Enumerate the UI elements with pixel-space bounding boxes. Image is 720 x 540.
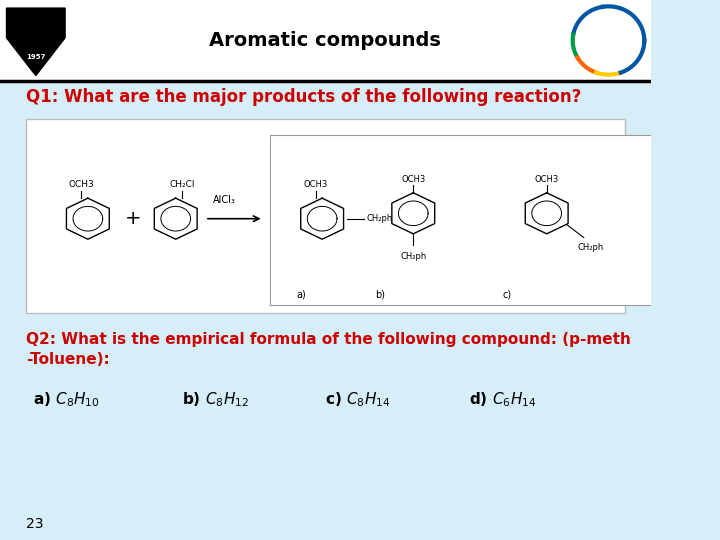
- Text: c) $C_8H_{14}$: c) $C_8H_{14}$: [325, 390, 391, 409]
- Text: d) $C_6H_{14}$: d) $C_6H_{14}$: [469, 390, 536, 409]
- Text: OCH3: OCH3: [534, 174, 559, 184]
- Polygon shape: [6, 8, 65, 76]
- Text: +: +: [125, 209, 142, 228]
- Text: AlCl₃: AlCl₃: [213, 195, 236, 205]
- Text: OCH3: OCH3: [401, 174, 426, 184]
- Text: c): c): [503, 289, 511, 299]
- Text: Q2: What is the empirical formula of the following compound: (p-meth
-Toluene):: Q2: What is the empirical formula of the…: [26, 332, 631, 367]
- Text: b) $C_8H_{12}$: b) $C_8H_{12}$: [182, 390, 249, 409]
- Text: b): b): [376, 289, 385, 299]
- Text: OCH3: OCH3: [304, 180, 328, 189]
- Text: 23: 23: [26, 517, 43, 531]
- FancyBboxPatch shape: [26, 119, 625, 313]
- FancyBboxPatch shape: [270, 135, 654, 305]
- Text: CH₂ph: CH₂ph: [578, 243, 604, 252]
- Text: OCH3: OCH3: [68, 180, 94, 189]
- Text: Q1: What are the major products of the following reaction?: Q1: What are the major products of the f…: [26, 88, 582, 106]
- Text: a) $C_8H_{10}$: a) $C_8H_{10}$: [32, 390, 99, 409]
- Text: 1957: 1957: [26, 53, 45, 60]
- Text: a): a): [296, 289, 306, 299]
- Text: CH₂ph: CH₂ph: [400, 252, 426, 261]
- FancyBboxPatch shape: [0, 0, 651, 81]
- Text: CH₂Cl: CH₂Cl: [169, 180, 195, 189]
- Text: Aromatic compounds: Aromatic compounds: [210, 31, 441, 50]
- Text: CH₂ph: CH₂ph: [366, 214, 392, 223]
